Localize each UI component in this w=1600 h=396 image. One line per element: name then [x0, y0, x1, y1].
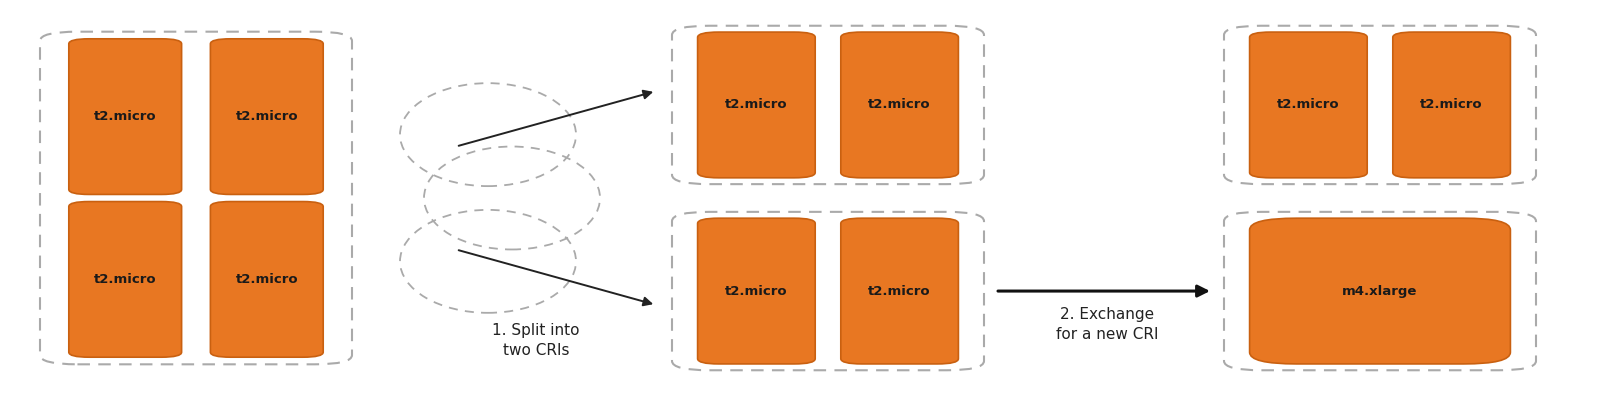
Text: m4.xlarge: m4.xlarge [1342, 285, 1418, 297]
Text: t2.micro: t2.micro [869, 285, 931, 297]
Text: t2.micro: t2.micro [94, 273, 157, 286]
Text: t2.micro: t2.micro [235, 110, 298, 123]
Text: 1. Split into
two CRIs: 1. Split into two CRIs [493, 323, 579, 358]
Text: t2.micro: t2.micro [94, 110, 157, 123]
FancyBboxPatch shape [211, 39, 323, 194]
FancyBboxPatch shape [1250, 32, 1366, 178]
Text: t2.micro: t2.micro [869, 99, 931, 111]
FancyBboxPatch shape [1250, 218, 1510, 364]
FancyBboxPatch shape [842, 32, 958, 178]
FancyBboxPatch shape [698, 32, 816, 178]
FancyBboxPatch shape [69, 39, 182, 194]
FancyBboxPatch shape [1394, 32, 1510, 178]
Text: 2. Exchange
for a new CRI: 2. Exchange for a new CRI [1056, 307, 1158, 342]
Text: t2.micro: t2.micro [235, 273, 298, 286]
FancyBboxPatch shape [69, 202, 182, 357]
Text: t2.micro: t2.micro [1421, 99, 1483, 111]
FancyBboxPatch shape [842, 218, 958, 364]
Text: t2.micro: t2.micro [1277, 99, 1339, 111]
FancyBboxPatch shape [211, 202, 323, 357]
FancyBboxPatch shape [698, 218, 816, 364]
Text: t2.micro: t2.micro [725, 99, 787, 111]
Text: t2.micro: t2.micro [725, 285, 787, 297]
